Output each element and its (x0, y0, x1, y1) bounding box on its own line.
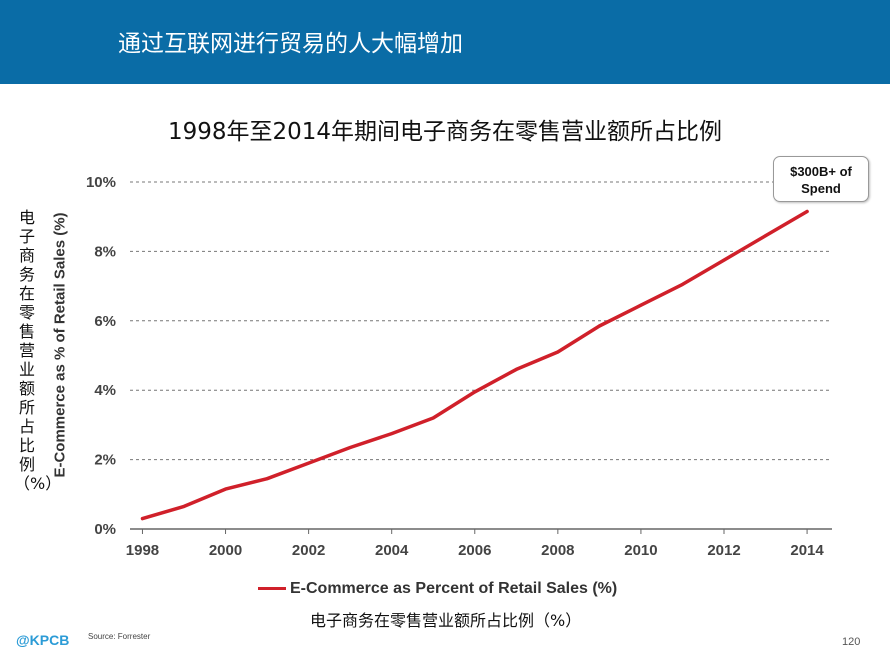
data-point (805, 209, 809, 213)
kpcb-logo: @KPCB (16, 632, 70, 648)
data-point (140, 517, 144, 521)
data-point (556, 350, 560, 354)
x-tick-label: 2008 (541, 542, 574, 559)
data-point (639, 303, 643, 307)
x-tick-label: 2004 (375, 542, 409, 559)
legend-label-cn: 电子商务在零售营业额所占比例（%） (310, 611, 582, 630)
data-point (224, 487, 228, 491)
spend-callout: $300B+ of Spend (773, 156, 869, 202)
y-tick-label: 6% (94, 313, 116, 330)
x-tick-label: 2010 (624, 542, 657, 559)
data-point (514, 367, 518, 371)
data-point (182, 504, 186, 508)
slide-title: 通过互联网进行贸易的人大幅增加 (118, 31, 463, 57)
x-tick-label: 1998 (126, 542, 159, 559)
y-tick-label: 4% (94, 382, 116, 399)
legend-label: E-Commerce as Percent of Retail Sales (%… (290, 580, 618, 597)
y-axis-label-cn: 电子商务在零售营业额所占比例（%） (14, 208, 62, 493)
source-note: Source: Forrester (88, 632, 151, 641)
data-point (390, 432, 394, 436)
x-tick-label: 2000 (209, 542, 242, 559)
x-tick-label: 2002 (292, 542, 325, 559)
chart-title: 1998年至2014年期间电子商务在零售营业额所占比例 (167, 119, 723, 145)
x-tick-label: 2014 (790, 542, 824, 559)
data-point (307, 461, 311, 465)
x-tick-label: 2012 (707, 542, 740, 559)
data-point (265, 477, 269, 481)
series-line (140, 209, 809, 521)
data-point (597, 324, 601, 328)
y-tick-label: 8% (94, 243, 116, 260)
callout-line-1: $300B+ of (790, 164, 852, 179)
data-point (473, 390, 477, 394)
page-number: 120 (842, 636, 861, 648)
x-tick-label: 2006 (458, 542, 491, 559)
legend-swatch (258, 587, 286, 591)
y-tick-label: 10% (86, 174, 116, 191)
y-tick-label: 2% (94, 452, 116, 469)
y-tick-label: 0% (94, 521, 116, 538)
callout-line-2: Spend (801, 181, 841, 196)
header-bar: 通过互联网进行贸易的人大幅增加 (0, 0, 890, 84)
data-point (764, 234, 768, 238)
data-point (680, 282, 684, 286)
data-point (348, 445, 352, 449)
data-point (722, 258, 726, 262)
legend: E-Commerce as Percent of Retail Sales (%… (258, 580, 617, 598)
data-point (431, 416, 435, 420)
